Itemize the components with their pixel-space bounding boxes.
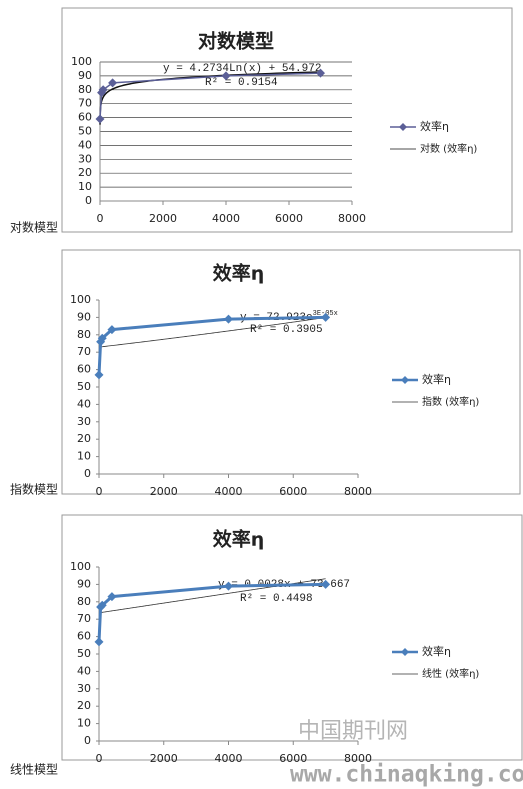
chart-title: 效率η — [213, 262, 265, 285]
data-point — [316, 68, 325, 78]
chart-title: 效率η — [213, 528, 265, 551]
y-tick-label: 50 — [78, 125, 92, 138]
chart-frame — [61, 514, 523, 761]
y-tick-label: 10 — [78, 180, 92, 193]
legend-label: 指数 (效率η) — [422, 395, 479, 408]
y-tick-label: 0 — [85, 194, 92, 207]
y-tick-label: 30 — [78, 152, 92, 165]
chart-title: 对数模型 — [198, 29, 274, 52]
legend-label: 对数 (效率η) — [420, 142, 477, 155]
data-point — [95, 114, 105, 124]
x-tick-label: 2000 — [150, 485, 178, 498]
data-point — [107, 325, 117, 335]
y-tick-label: 30 — [77, 682, 91, 695]
y-tick-label: 10 — [77, 450, 91, 463]
data-point — [107, 592, 117, 602]
y-tick-label: 100 — [71, 55, 92, 68]
y-tick-label: 70 — [78, 97, 92, 110]
series-line — [97, 315, 326, 375]
y-tick-label: 90 — [77, 310, 91, 323]
y-tick-label: 90 — [78, 69, 92, 82]
y-tick-label: 20 — [77, 699, 91, 712]
legend-label: 线性 (效率η) — [422, 667, 479, 680]
trendline — [98, 317, 326, 348]
y-tick-label: 60 — [77, 630, 91, 643]
trend-equation-text: y = 4.2734Ln(x) + 54.972 — [163, 63, 321, 75]
x-tick-label: 6000 — [279, 485, 307, 498]
watermark-url: www.chinaqking.com — [290, 762, 523, 788]
data-point — [224, 581, 233, 591]
side-label: 对数模型 — [10, 220, 58, 235]
data-point — [321, 579, 331, 589]
legend-label: 效率η — [422, 644, 451, 658]
data-point — [97, 600, 107, 610]
trend-r2: R² = 0.4498 — [240, 593, 313, 605]
y-tick-label: 50 — [77, 647, 91, 660]
x-tick-label: 6000 — [275, 212, 303, 225]
y-tick-label: 80 — [77, 595, 91, 608]
y-tick-label: 40 — [78, 138, 92, 151]
y-tick-label: 90 — [77, 577, 91, 590]
data-point — [221, 71, 231, 81]
y-tick-label: 40 — [77, 664, 91, 677]
x-tick-label: 8000 — [344, 752, 372, 765]
y-tick-label: 100 — [70, 293, 91, 306]
y-tick-label: 10 — [77, 717, 91, 730]
side-label: 线性模型 — [10, 763, 58, 777]
data-point — [94, 637, 104, 647]
data-point — [97, 333, 107, 343]
x-tick-label: 0 — [96, 752, 103, 765]
x-tick-label: 8000 — [338, 212, 366, 225]
y-tick-label: 20 — [78, 166, 92, 179]
y-tick-label: 100 — [70, 560, 91, 573]
y-tick-label: 0 — [84, 467, 91, 480]
x-tick-label: 4000 — [212, 212, 240, 225]
y-tick-label: 50 — [77, 380, 91, 393]
y-tick-label: 20 — [77, 432, 91, 445]
data-point — [94, 370, 104, 380]
y-tick-label: 80 — [77, 328, 91, 341]
trend-r2: R² = 0.3905 — [250, 324, 323, 336]
y-tick-label: 60 — [77, 363, 91, 376]
y-tick-label: 30 — [77, 415, 91, 428]
legend-marker — [399, 123, 407, 131]
legend-marker — [401, 648, 409, 656]
y-tick-label: 70 — [77, 612, 91, 625]
chart-frame — [61, 7, 513, 233]
trend-r2: R² = 0.9154 — [205, 77, 278, 89]
x-tick-label: 0 — [96, 485, 103, 498]
side-label: 指数模型 — [10, 482, 58, 497]
x-tick-label: 4000 — [215, 752, 243, 765]
watermark-text: 中国期刊网 — [298, 718, 408, 743]
x-tick-label: 4000 — [215, 485, 243, 498]
legend-label: 效率η — [420, 119, 449, 133]
y-tick-label: 70 — [77, 345, 91, 358]
legend-marker — [401, 376, 409, 384]
data-point — [321, 312, 331, 322]
x-tick-label: 6000 — [279, 752, 307, 765]
x-tick-label: 8000 — [344, 485, 372, 498]
y-tick-label: 0 — [84, 734, 91, 747]
trend-equation: y = 4.2734Ln(x) + 54.972 — [163, 63, 321, 75]
data-point — [98, 85, 108, 95]
y-tick-label: 80 — [78, 83, 92, 96]
y-tick-label: 60 — [78, 111, 92, 124]
x-tick-label: 2000 — [150, 752, 178, 765]
y-tick-label: 40 — [77, 397, 91, 410]
series-line — [99, 72, 321, 120]
data-point — [108, 78, 118, 88]
legend-label: 效率η — [422, 372, 451, 386]
data-point — [224, 314, 233, 324]
x-tick-label: 0 — [97, 212, 104, 225]
series-line — [97, 582, 326, 642]
x-tick-label: 2000 — [149, 212, 177, 225]
chart-frame — [61, 249, 521, 495]
